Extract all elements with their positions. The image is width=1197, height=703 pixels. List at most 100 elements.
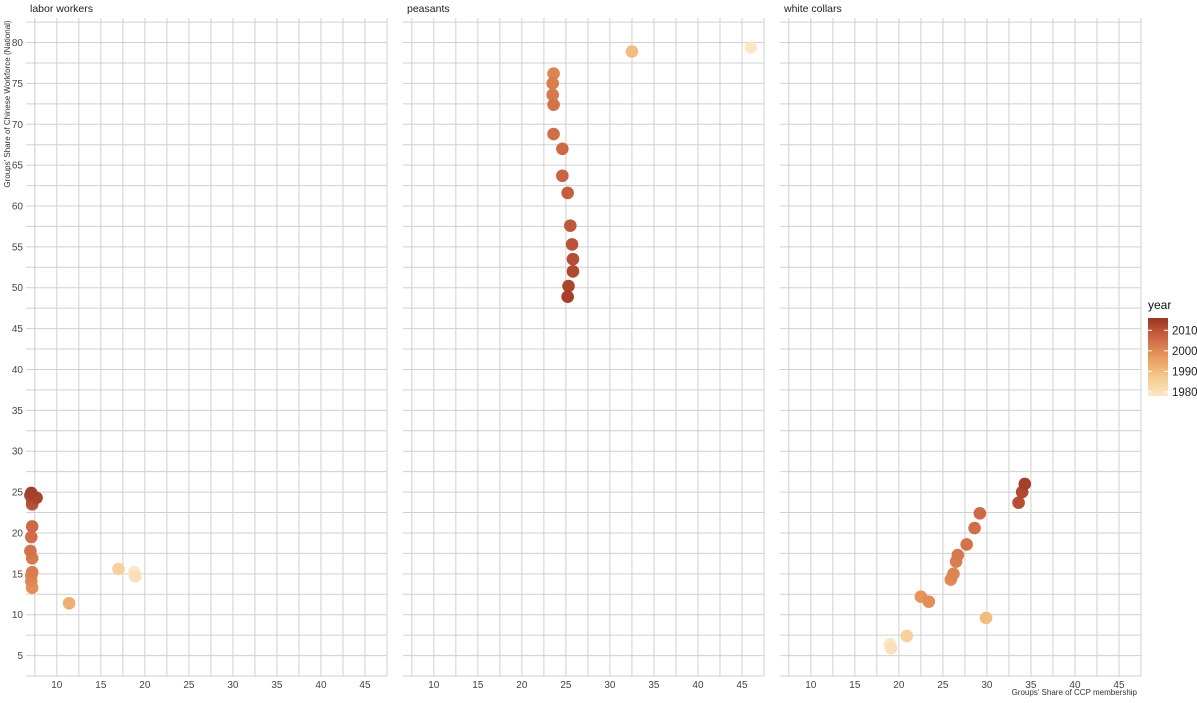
x-tick-label: 35: [271, 680, 283, 691]
data-point: [900, 629, 914, 643]
y-tick-label: 40: [12, 365, 24, 376]
data-point: [947, 567, 960, 581]
gridlines: [403, 18, 765, 677]
data-points: [24, 486, 142, 610]
y-tick-label: 20: [12, 528, 24, 539]
gridlines: [780, 18, 1142, 677]
x-tick-label: 40: [692, 680, 704, 691]
y-axis-ticks: 5 10 15 20 25 30 35 40 45 50 55 60 65 70 75 80: [12, 38, 24, 662]
x-tick-label: 30: [227, 680, 239, 691]
y-tick-label: 60: [12, 202, 24, 213]
data-points: [546, 41, 758, 304]
y-tick-label: 25: [12, 488, 24, 499]
y-tick-label: 5: [17, 651, 23, 662]
data-point: [884, 641, 898, 655]
y-tick-label: 70: [12, 120, 24, 131]
data-point: [547, 98, 560, 111]
legend-label: 2000: [1172, 346, 1197, 358]
x-tick-label: 30: [604, 680, 616, 691]
data-point: [979, 611, 993, 625]
x-tick-label: 35: [648, 680, 660, 691]
data-point: [1012, 496, 1025, 510]
y-tick-label: 45: [12, 324, 24, 335]
x-tick-label: 25: [183, 680, 195, 691]
data-point: [24, 530, 38, 544]
x-tick-label: 25: [937, 680, 949, 691]
x-tick-label: 40: [1069, 680, 1081, 691]
facet-title: peasants: [407, 3, 450, 15]
x-tick-label: 15: [849, 680, 861, 691]
data-point: [922, 595, 936, 608]
data-points: [883, 477, 1032, 655]
facet-panel-labor-workers: labor workers 10 15 20 25 30 35 40 45: [24, 3, 388, 691]
y-tick-label: 75: [12, 79, 24, 90]
facet-title: labor workers: [30, 3, 93, 15]
data-point: [566, 265, 580, 278]
legend-colorbar: [1148, 318, 1168, 396]
data-point: [547, 127, 560, 141]
data-point: [128, 569, 142, 583]
facet-panel-peasants: peasants 10 15 20 25 30 35 40 45: [403, 3, 765, 691]
x-axis-title: Groups' Share of CCP membership: [1012, 688, 1138, 697]
x-tick-label: 20: [516, 680, 528, 691]
x-tick-label: 35: [1025, 680, 1037, 691]
facet-panels: labor workers 10 15 20 25 30 35 40 45 peasants 10 1…: [12, 3, 1142, 691]
y-tick-label: 15: [12, 569, 24, 580]
data-point: [546, 88, 559, 102]
x-tick-label: 45: [736, 680, 748, 691]
x-tick-label: 45: [359, 680, 371, 691]
data-point: [744, 41, 758, 54]
legend-label: 2010: [1172, 325, 1197, 337]
legend-ticks: 2010 2000 1990 1980: [1148, 325, 1197, 399]
x-tick-label: 25: [560, 680, 572, 691]
data-point: [973, 507, 987, 520]
data-point: [24, 486, 38, 500]
y-tick-label: 35: [12, 406, 24, 417]
data-point: [960, 538, 973, 551]
x-tick-label: 45: [1113, 680, 1125, 691]
y-tick-label: 10: [12, 610, 24, 621]
data-point: [25, 520, 39, 533]
data-point: [25, 565, 39, 579]
data-point: [556, 142, 569, 156]
data-point: [1018, 477, 1032, 491]
data-point: [566, 252, 580, 266]
data-point: [546, 77, 559, 90]
gridlines: [26, 18, 388, 677]
data-point: [547, 67, 560, 80]
x-tick-label: 30: [981, 680, 993, 691]
x-tick-label: 15: [472, 680, 484, 691]
facet-panel-white-collars: white collars 10 15 20 25 30 35 40 45: [780, 3, 1142, 691]
x-tick-label: 10: [51, 680, 63, 691]
x-tick-label: 20: [139, 680, 151, 691]
x-tick-label: 40: [315, 680, 327, 691]
legend-label: 1990: [1172, 366, 1197, 378]
y-tick-label: 65: [12, 161, 24, 172]
y-tick-label: 30: [12, 447, 24, 458]
data-point: [112, 562, 125, 576]
y-tick-label: 55: [12, 242, 24, 253]
legend-title: year: [1148, 298, 1171, 312]
y-tick-label: 80: [12, 38, 24, 49]
x-tick-label: 10: [805, 680, 817, 691]
x-tick-label: 15: [95, 680, 107, 691]
data-point: [24, 544, 37, 558]
data-point: [951, 548, 965, 562]
color-legend: year 2010 2000 1990 1980: [1148, 298, 1197, 399]
data-point: [562, 279, 575, 293]
data-point: [561, 186, 574, 200]
data-point: [62, 596, 76, 610]
x-tick-label: 20: [893, 680, 905, 691]
data-point: [556, 169, 569, 183]
facet-title: white collars: [783, 3, 842, 15]
x-tick-label: 10: [428, 680, 440, 691]
legend-label: 1980: [1172, 387, 1197, 399]
y-tick-label: 50: [12, 283, 24, 294]
data-point: [968, 521, 981, 535]
y-axis-title: Groups' Share of Chinese Workforce (Nati…: [3, 20, 12, 188]
data-point: [565, 238, 579, 251]
data-point: [563, 219, 577, 232]
data-point: [625, 45, 639, 58]
